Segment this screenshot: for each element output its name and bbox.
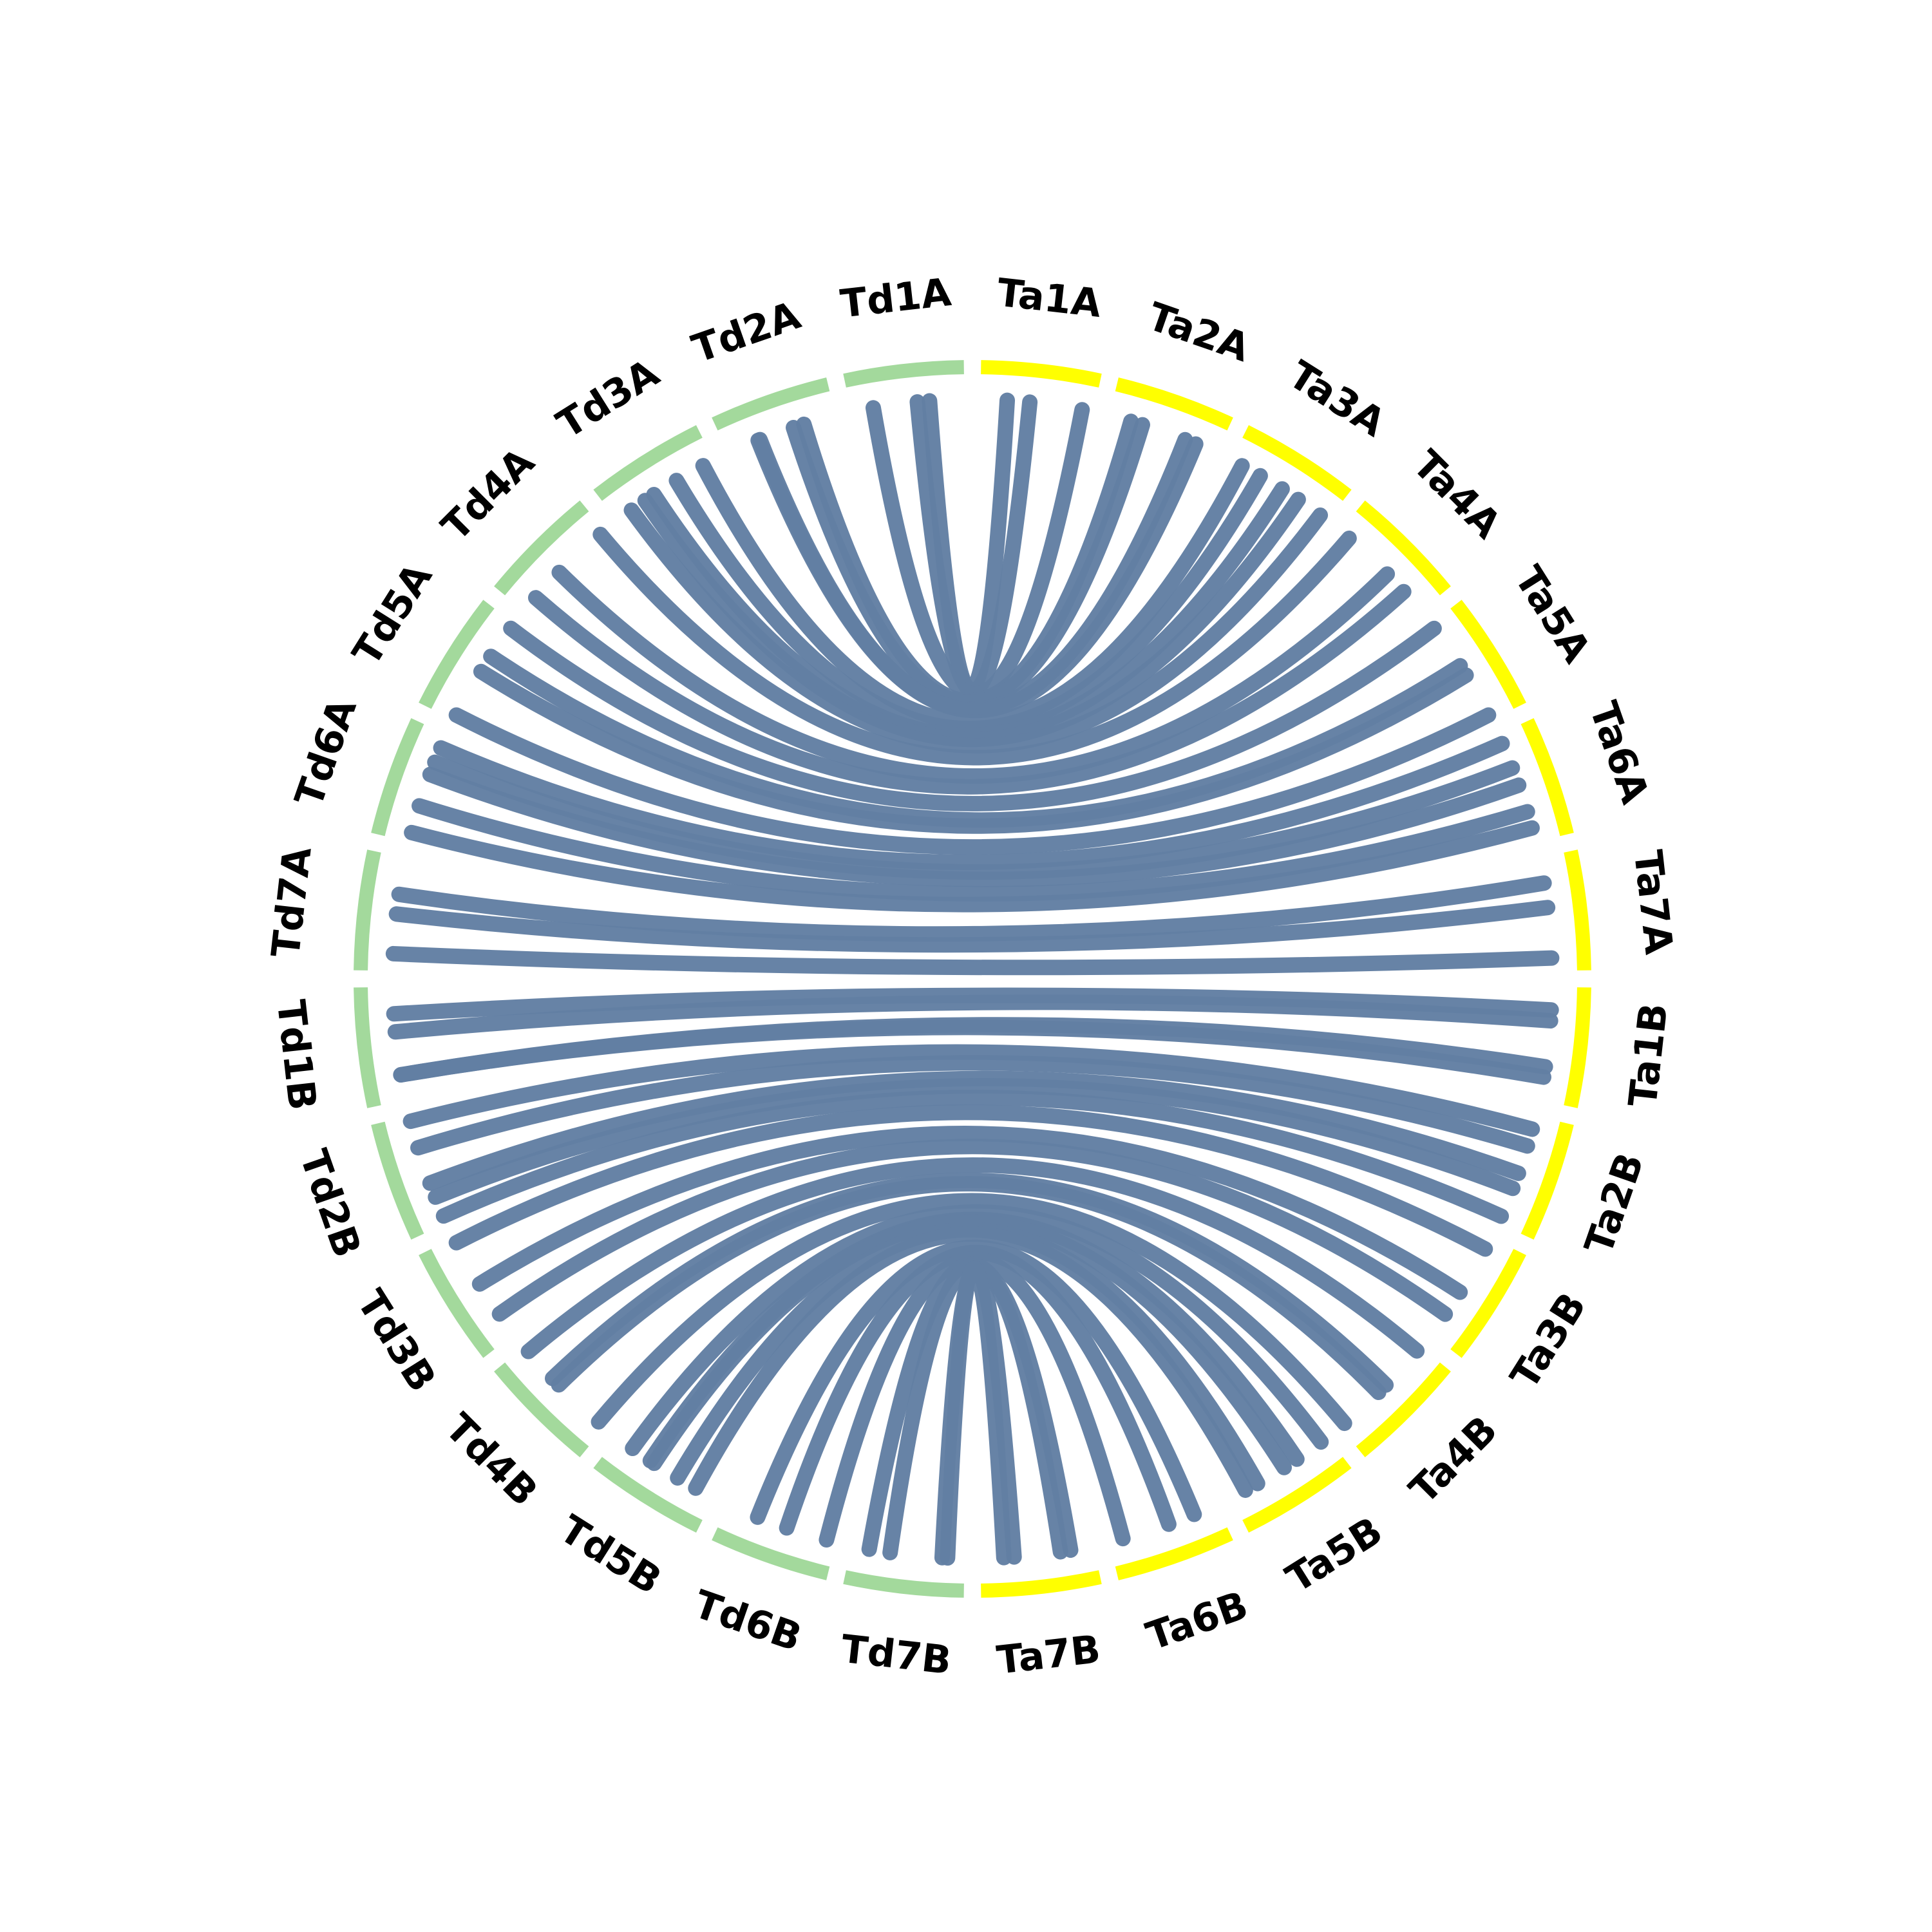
sector-arc [1564,987,1591,1108]
sector-label: Ta7A [1625,848,1681,957]
sector-arc [981,360,1102,388]
sector-arc [494,500,589,596]
sectors [354,360,1591,1598]
sector-arc [371,718,424,837]
link [393,1019,1551,1085]
sector-arc [981,1570,1102,1598]
links [385,392,1560,1566]
link [940,1260,1012,1566]
sector-label: Td3A [549,350,667,448]
link [551,564,1396,784]
link [448,707,1497,855]
link [527,583,1412,795]
sector-label: Ta1B [1620,1001,1677,1109]
link [422,766,1527,887]
sector-label: Ta1A [995,270,1104,327]
sector-arc [354,987,381,1108]
sector-arc [354,849,381,971]
link [385,945,1560,976]
sector-label: Ta4A [1404,442,1510,547]
sector-arc [712,1527,830,1580]
sector-arc [1520,1121,1574,1240]
sector-arc [593,1457,703,1533]
sector-label: Td2A [687,293,806,372]
sector-label: Ta6B [1141,1583,1253,1660]
link [448,1104,1493,1257]
sector-label: Ta3A [1281,352,1394,446]
link [471,1126,1468,1300]
link [412,798,1535,902]
sector-arc [1356,1362,1451,1457]
sector-arc [1520,718,1574,837]
link [387,994,1558,1040]
sector-arc [593,425,703,501]
sector-arc [1242,425,1352,501]
sector-label: Ta5A [1506,558,1600,671]
link [404,820,1540,913]
link [591,1193,1352,1432]
sector-arc [843,360,964,388]
sector-label: Ta2A [1142,294,1255,372]
link [428,1078,1521,1205]
link [623,502,1329,754]
sector-label: Td1B [268,998,325,1112]
link [473,663,1474,834]
sector-label: Td6B [688,1582,808,1661]
sector-label: Ta5B [1278,1508,1390,1602]
link [410,1055,1535,1156]
sector-arc [419,600,495,709]
sector-label: Td5A [344,555,441,673]
sector-arc [712,377,830,431]
link [503,620,1442,811]
sector-label: Td7A [263,844,321,960]
link [391,875,1552,942]
sector-label: Td3B [348,1282,444,1399]
sector-arc [371,1121,424,1240]
sector-label: Td6A [287,692,366,812]
sector-arc [1564,849,1591,971]
link [435,1090,1510,1224]
sector-label: Td1A [838,270,954,327]
link [551,1176,1387,1401]
sector-arc [419,1249,495,1358]
sector-label: Ta4B [1401,1407,1506,1512]
link [388,900,1556,953]
sector-arc [1242,1457,1352,1533]
sector-arc [494,1362,589,1457]
sector-arc [843,1570,964,1598]
link [750,432,1204,719]
link [688,1226,1253,1498]
sector-label: Td7B [839,1627,954,1684]
sector-label: Td4A [433,439,544,550]
link [491,1139,1454,1322]
sector-label: Ta7B [994,1627,1103,1683]
link [433,735,1510,870]
sector-arc [1115,377,1233,431]
sector-arc [1450,1249,1526,1358]
sector-arc [1450,600,1526,709]
link [520,1157,1425,1359]
sector-label: Ta6A [1580,696,1658,810]
sector-label: Td2B [290,1144,370,1264]
sector-arc [1115,1527,1233,1580]
sector-arc [1356,500,1451,596]
sector-label: Ta2B [1577,1147,1653,1260]
sector-label: Ta3B [1502,1285,1595,1397]
link [402,1044,1540,1137]
sector-label: Td5B [552,1506,669,1603]
sector-label: Td4B [437,1405,547,1515]
link [592,526,1357,766]
